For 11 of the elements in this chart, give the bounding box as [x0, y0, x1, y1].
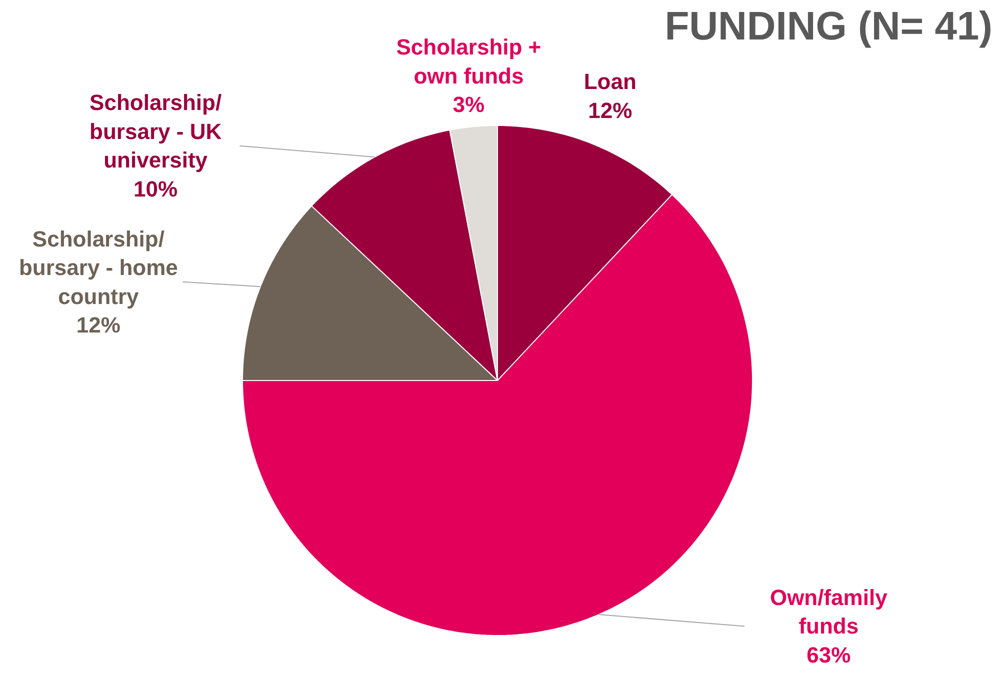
data-label: 12% [76, 312, 120, 338]
slice-label: Loan [584, 69, 636, 94]
data-label: 3% [452, 92, 485, 118]
slice-label: Own/family funds [770, 584, 888, 639]
slice-label: Scholarship + own funds [396, 34, 542, 88]
slice-label: Scholarship/bursary - UK university [90, 90, 222, 173]
slice-label: Scholarship/bursary - home country [18, 226, 178, 309]
data-label: 10% [134, 176, 178, 202]
data-label: 12% [588, 98, 632, 123]
chart-title: FUNDING (N= 41) [664, 4, 992, 48]
data-label: 63% [806, 642, 851, 668]
